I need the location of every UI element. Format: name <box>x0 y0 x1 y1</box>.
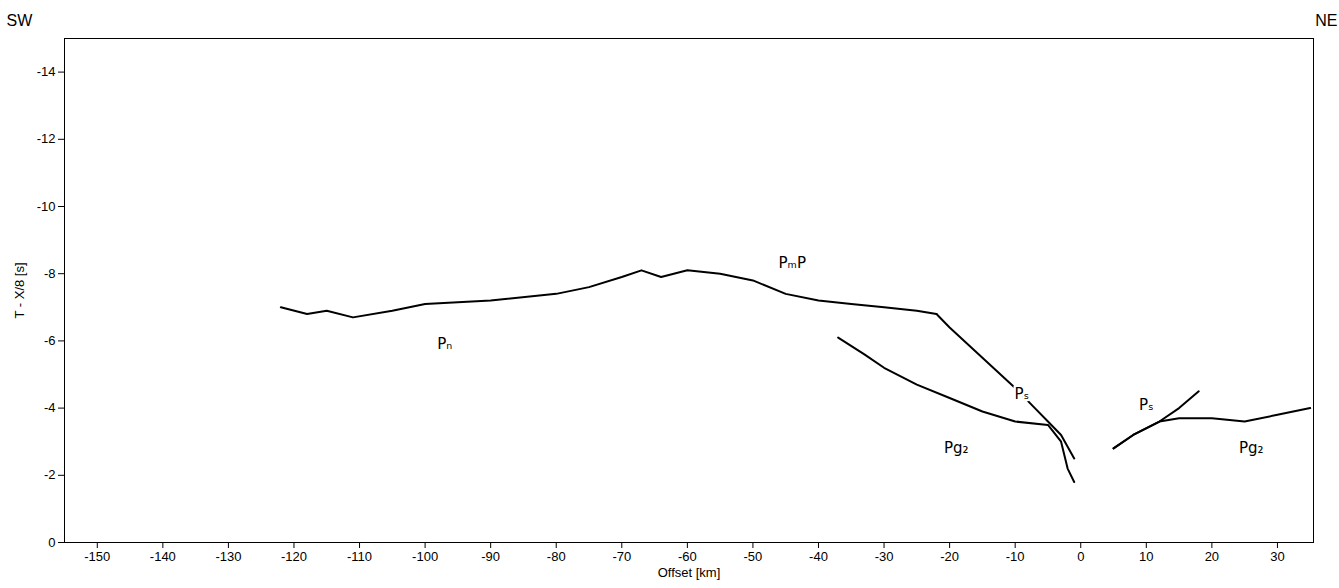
svg-text:-6: -6 <box>44 333 56 348</box>
svg-text:Offset [km]: Offset [km] <box>658 565 721 580</box>
svg-text:-2: -2 <box>44 467 56 482</box>
svg-text:-10: -10 <box>1006 549 1025 564</box>
svg-text:Pₛ: Pₛ <box>1014 385 1029 403</box>
svg-text:NE: NE <box>1315 12 1337 29</box>
svg-text:-8: -8 <box>44 266 56 281</box>
svg-text:PₘP: PₘP <box>779 254 806 272</box>
svg-text:-20: -20 <box>940 549 959 564</box>
svg-text:10: 10 <box>1139 549 1153 564</box>
svg-text:30: 30 <box>1270 549 1284 564</box>
svg-text:-10: -10 <box>37 199 56 214</box>
svg-text:-110: -110 <box>347 549 372 564</box>
svg-text:-30: -30 <box>875 549 894 564</box>
svg-text:-130: -130 <box>215 549 241 564</box>
svg-text:-90: -90 <box>481 549 500 564</box>
svg-text:20: 20 <box>1205 549 1219 564</box>
svg-text:-14: -14 <box>37 64 56 79</box>
svg-text:0: 0 <box>1077 549 1084 564</box>
svg-text:-50: -50 <box>744 549 763 564</box>
svg-text:-70: -70 <box>612 549 631 564</box>
svg-text:-60: -60 <box>678 549 697 564</box>
svg-text:0: 0 <box>48 535 55 550</box>
svg-text:-140: -140 <box>150 549 176 564</box>
svg-text:-100: -100 <box>412 549 438 564</box>
svg-text:-120: -120 <box>281 549 307 564</box>
svg-text:Pg₂: Pg₂ <box>1239 439 1264 457</box>
svg-text:-80: -80 <box>547 549 566 564</box>
svg-text:-12: -12 <box>37 131 56 146</box>
svg-text:-4: -4 <box>44 400 56 415</box>
svg-text:T - X/8 [s]: T - X/8 [s] <box>12 262 27 318</box>
svg-text:Pg₂: Pg₂ <box>944 439 969 457</box>
svg-text:Pₛ: Pₛ <box>1139 396 1154 414</box>
svg-text:Pₙ: Pₙ <box>437 335 452 353</box>
svg-text:SW: SW <box>7 12 34 29</box>
svg-text:-40: -40 <box>809 549 828 564</box>
svg-text:-150: -150 <box>84 549 110 564</box>
